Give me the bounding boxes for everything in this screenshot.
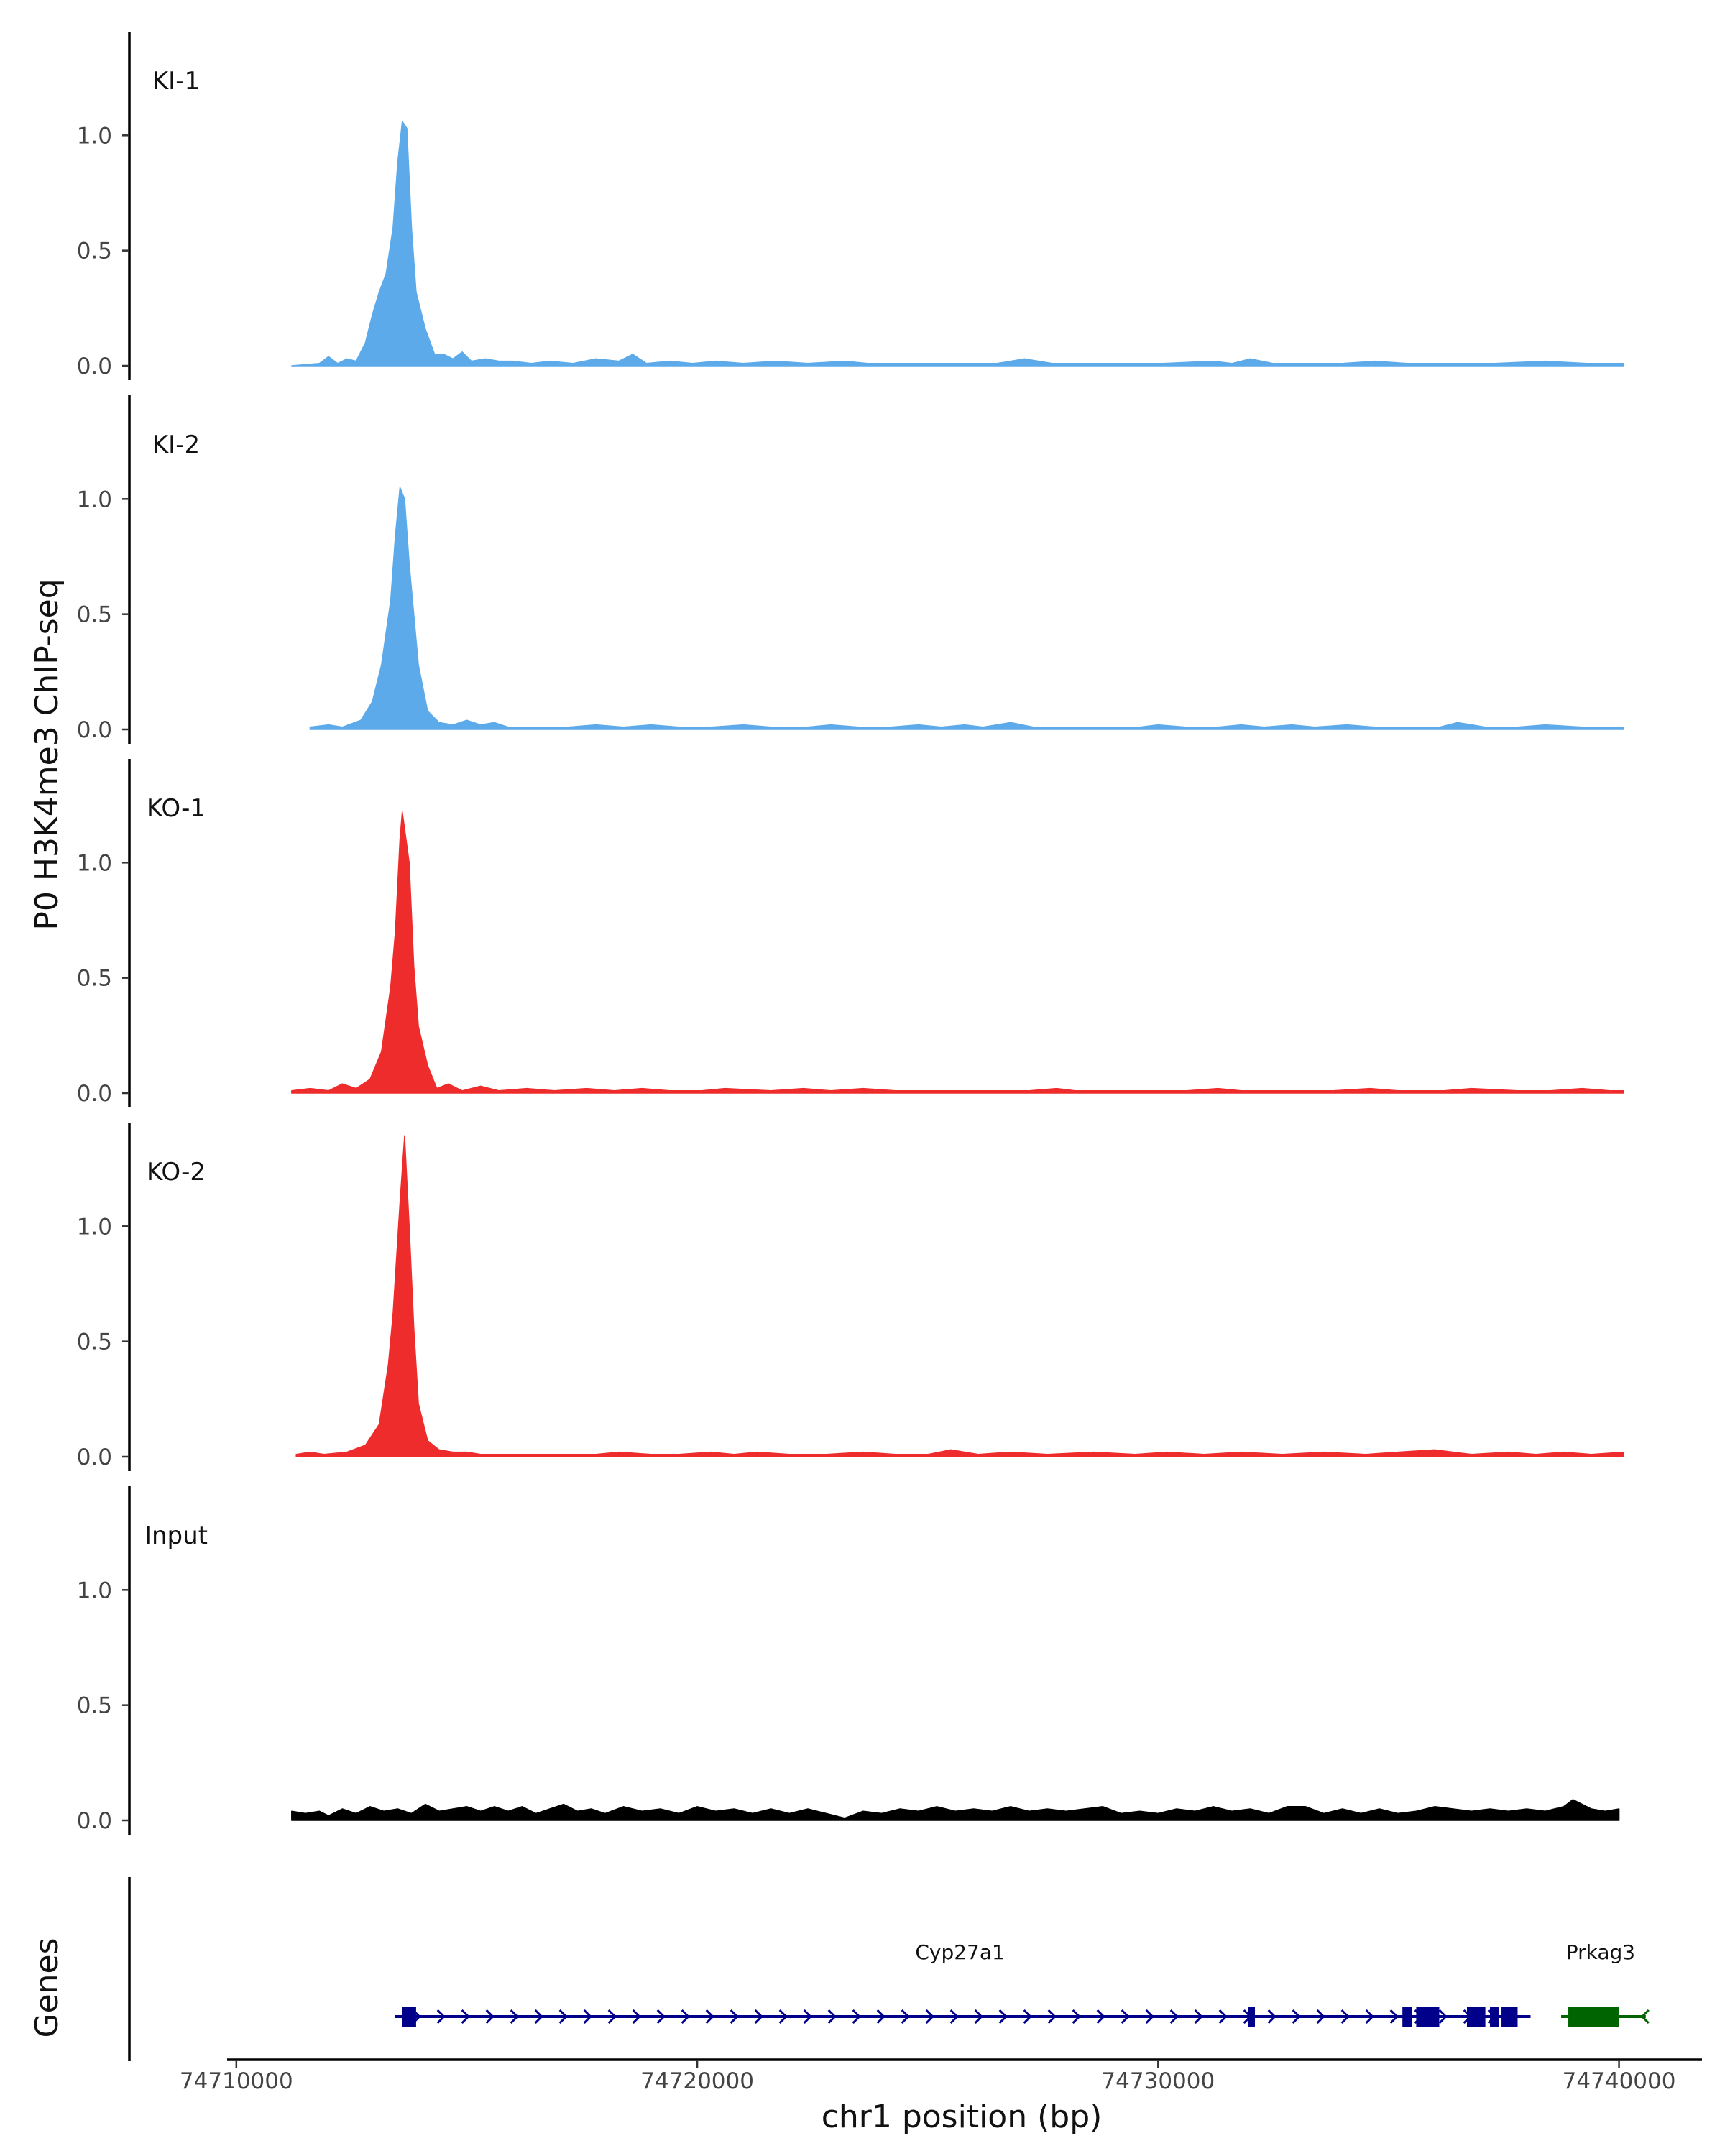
strand-arrow-Cyp27a1-19 bbox=[876, 2009, 886, 2024]
track-label-1: KI-2 bbox=[152, 430, 200, 459]
y-tick-label-1-0: 0.0 bbox=[77, 717, 112, 743]
signal-area-0 bbox=[291, 121, 1624, 367]
gene-label-Cyp27a1: Cyp27a1 bbox=[915, 1940, 1005, 1964]
y-tick-label-4-1: 0.5 bbox=[77, 1693, 112, 1719]
track-label-4: Input bbox=[144, 1521, 208, 1550]
x-axis-title: chr1 position (bp) bbox=[822, 2099, 1103, 2135]
exon-Prkag3-0 bbox=[1568, 2007, 1619, 2027]
y-tick-label-1-1: 0.5 bbox=[77, 602, 112, 628]
y-tick-label-0-0: 0.0 bbox=[77, 354, 112, 379]
genes-axis-title: Genes bbox=[29, 1938, 65, 2037]
strand-arrow-Cyp27a1-23 bbox=[974, 2009, 983, 2024]
strand-arrow-Cyp27a1-33 bbox=[1218, 2009, 1228, 2024]
gene-label-Prkag3: Prkag3 bbox=[1566, 1940, 1635, 1964]
strand-arrow-Cyp27a1-16 bbox=[803, 2009, 812, 2024]
strand-arrow-Cyp27a1-24 bbox=[998, 2009, 1008, 2024]
exon-Cyp27a1-1 bbox=[1248, 2007, 1255, 2027]
strand-arrow-Cyp27a1-12 bbox=[705, 2009, 714, 2024]
strand-arrow-Cyp27a1-20 bbox=[901, 2009, 910, 2024]
x-tick-label-3: 74740000 bbox=[1563, 2068, 1676, 2094]
strand-arrow-Cyp27a1-4 bbox=[510, 2009, 519, 2024]
strand-arrow-Cyp27a1-13 bbox=[730, 2009, 739, 2024]
strand-arrow-Cyp27a1-36 bbox=[1292, 2009, 1301, 2024]
strand-arrow-Cyp27a1-18 bbox=[852, 2009, 861, 2024]
strand-arrow-Cyp27a1-39 bbox=[1365, 2009, 1374, 2024]
y-tick-label-3-1: 0.5 bbox=[77, 1330, 112, 1355]
strand-arrow-Cyp27a1-17 bbox=[827, 2009, 837, 2024]
y-tick-label-2-2: 1.0 bbox=[77, 850, 112, 876]
strand-arrow-Cyp27a1-26 bbox=[1047, 2009, 1057, 2024]
y-tick-label-4-0: 0.0 bbox=[77, 1808, 112, 1834]
y-tick-label-3-2: 1.0 bbox=[77, 1214, 112, 1240]
y-tick-label-4-2: 1.0 bbox=[77, 1577, 112, 1603]
strand-arrow-Cyp27a1-35 bbox=[1267, 2009, 1276, 2024]
strand-arrow-Cyp27a1-28 bbox=[1096, 2009, 1105, 2024]
strand-arrow-Cyp27a1-22 bbox=[949, 2009, 959, 2024]
strand-arrow-Cyp27a1-2 bbox=[461, 2009, 470, 2024]
strand-arrow-Cyp27a1-11 bbox=[681, 2009, 690, 2024]
x-tick-label-2: 74730000 bbox=[1101, 2068, 1215, 2094]
strand-arrow-Cyp27a1-38 bbox=[1340, 2009, 1350, 2024]
strand-arrow-Cyp27a1-14 bbox=[754, 2009, 763, 2024]
y-tick-label-2-0: 0.0 bbox=[77, 1081, 112, 1107]
strand-arrow-Cyp27a1-5 bbox=[534, 2009, 543, 2024]
strand-arrow-Cyp27a1-42 bbox=[1438, 2009, 1448, 2024]
strand-arrow-Cyp27a1-37 bbox=[1316, 2009, 1325, 2024]
strand-arrow-Cyp27a1-29 bbox=[1121, 2009, 1130, 2024]
track-label-0: KI-1 bbox=[152, 67, 200, 96]
exon-Cyp27a1-5 bbox=[1490, 2007, 1499, 2027]
strand-arrow-Cyp27a1-40 bbox=[1389, 2009, 1399, 2024]
x-tick-label-1: 74720000 bbox=[640, 2068, 754, 2094]
signal-area-4 bbox=[291, 1799, 1620, 1821]
strand-arrow-Cyp27a1-7 bbox=[583, 2009, 592, 2024]
strand-arrow-Cyp27a1-1 bbox=[436, 2009, 446, 2024]
exon-Cyp27a1-0 bbox=[402, 2007, 416, 2027]
signal-area-1 bbox=[309, 487, 1624, 730]
strand-arrow-Cyp27a1-3 bbox=[485, 2009, 494, 2024]
y-axis-title: P0 H3K4me3 ChIP-seq bbox=[29, 579, 65, 930]
signal-area-3 bbox=[295, 1135, 1624, 1457]
strand-arrow-Cyp27a1-30 bbox=[1145, 2009, 1154, 2024]
y-tick-label-0-1: 0.5 bbox=[77, 239, 112, 264]
strand-arrow-Cyp27a1-21 bbox=[925, 2009, 934, 2024]
signal-area-2 bbox=[291, 811, 1624, 1094]
strand-arrow-Cyp27a1-9 bbox=[632, 2009, 641, 2024]
track-label-2: KO-1 bbox=[147, 794, 206, 823]
exon-Cyp27a1-6 bbox=[1501, 2007, 1518, 2027]
strand-arrow-Cyp27a1-32 bbox=[1194, 2009, 1203, 2024]
strand-arrow-Cyp27a1-15 bbox=[778, 2009, 788, 2024]
exon-Cyp27a1-2 bbox=[1402, 2007, 1412, 2027]
strand-arrow-Cyp27a1-10 bbox=[656, 2009, 666, 2024]
y-tick-label-2-1: 0.5 bbox=[77, 966, 112, 992]
exon-Cyp27a1-4 bbox=[1466, 2007, 1486, 2027]
y-tick-label-1-2: 1.0 bbox=[77, 487, 112, 512]
y-tick-label-0-2: 1.0 bbox=[77, 123, 112, 149]
strand-arrow-Cyp27a1-31 bbox=[1169, 2009, 1179, 2024]
strand-arrow-Cyp27a1-27 bbox=[1072, 2009, 1081, 2024]
x-tick-label-0: 74710000 bbox=[180, 2068, 293, 2094]
track-label-3: KO-2 bbox=[147, 1158, 206, 1187]
y-tick-label-3-0: 0.0 bbox=[77, 1445, 112, 1470]
strand-arrow-Cyp27a1-8 bbox=[607, 2009, 617, 2024]
strand-arrow-Cyp27a1-25 bbox=[1023, 2009, 1032, 2024]
exon-Cyp27a1-3 bbox=[1416, 2007, 1440, 2027]
strand-arrow-end-Prkag3 bbox=[1640, 2009, 1650, 2024]
strand-arrow-Cyp27a1-6 bbox=[558, 2009, 568, 2024]
